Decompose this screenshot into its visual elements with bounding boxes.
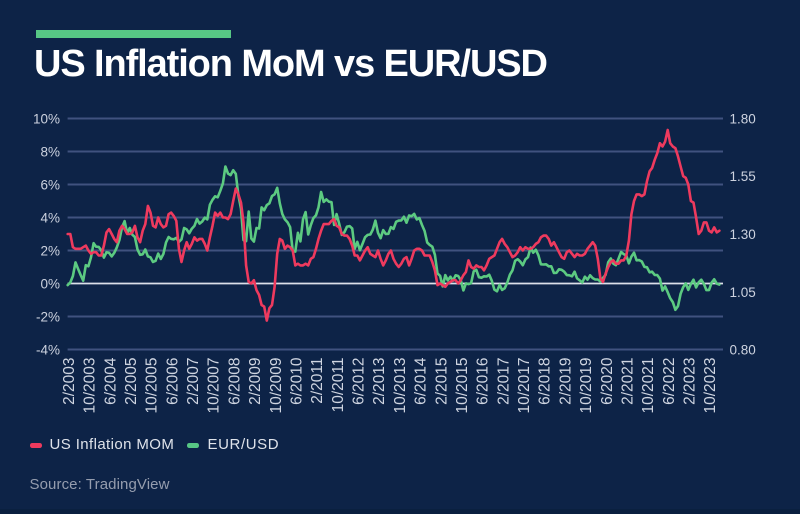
svg-text:10/2017: 10/2017 [516, 358, 533, 414]
svg-text:2/2019: 2/2019 [557, 358, 574, 405]
svg-text:2%: 2% [40, 244, 60, 259]
svg-text:-2%: -2% [36, 310, 60, 325]
svg-text:-4%: -4% [36, 343, 60, 358]
svg-text:10/2021: 10/2021 [640, 358, 657, 414]
svg-text:10/2005: 10/2005 [144, 358, 161, 414]
svg-text:6/2008: 6/2008 [226, 358, 243, 405]
svg-text:10/2019: 10/2019 [578, 358, 595, 414]
svg-text:6%: 6% [40, 178, 60, 193]
svg-text:1.30: 1.30 [730, 227, 756, 242]
svg-text:1.80: 1.80 [730, 112, 756, 127]
svg-text:2/2003: 2/2003 [61, 358, 78, 405]
svg-text:10%: 10% [33, 112, 60, 127]
svg-text:10/2015: 10/2015 [454, 358, 471, 414]
svg-text:1.55: 1.55 [730, 169, 756, 184]
svg-text:10/2011: 10/2011 [330, 358, 347, 413]
svg-text:4%: 4% [40, 211, 60, 226]
svg-text:2/2017: 2/2017 [495, 358, 512, 405]
svg-text:2/2015: 2/2015 [433, 358, 450, 405]
svg-text:10/2023: 10/2023 [702, 358, 719, 414]
svg-text:6/2016: 6/2016 [475, 358, 492, 405]
svg-text:10/2009: 10/2009 [268, 358, 285, 414]
svg-text:2/2007: 2/2007 [185, 358, 202, 405]
svg-text:10/2007: 10/2007 [206, 358, 223, 414]
svg-text:10/2013: 10/2013 [392, 358, 409, 414]
svg-text:0%: 0% [40, 277, 60, 292]
svg-text:6/2022: 6/2022 [661, 358, 678, 405]
svg-text:6/2004: 6/2004 [102, 357, 119, 405]
svg-text:2/2011: 2/2011 [309, 358, 326, 404]
svg-text:6/2006: 6/2006 [164, 358, 181, 405]
svg-text:2/2005: 2/2005 [123, 358, 140, 405]
svg-text:0.80: 0.80 [730, 343, 756, 358]
svg-text:2/2021: 2/2021 [620, 358, 637, 405]
svg-text:2/2023: 2/2023 [682, 358, 699, 405]
svg-text:6/2010: 6/2010 [289, 357, 306, 405]
svg-text:6/2018: 6/2018 [537, 358, 554, 405]
svg-text:6/2012: 6/2012 [351, 358, 368, 405]
svg-text:6/2014: 6/2014 [413, 357, 430, 405]
svg-text:8%: 8% [40, 145, 60, 160]
svg-text:6/2020: 6/2020 [599, 357, 616, 405]
svg-text:10/2003: 10/2003 [82, 358, 99, 414]
svg-text:2/2009: 2/2009 [247, 358, 264, 405]
svg-text:1.05: 1.05 [730, 285, 756, 300]
svg-text:2/2013: 2/2013 [371, 358, 388, 405]
